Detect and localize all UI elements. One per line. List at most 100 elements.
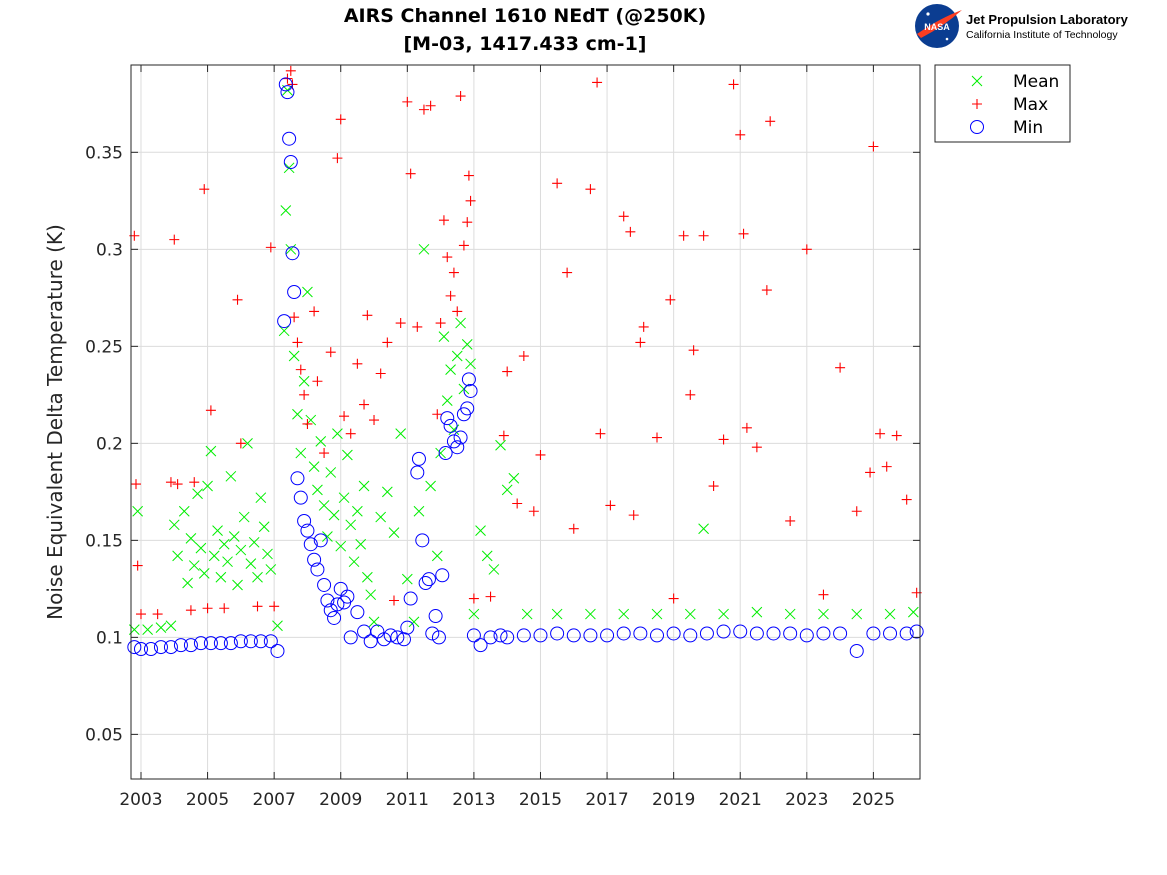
jpl-logo: NASA Jet Propulsion Laboratory Californi… — [915, 4, 1129, 48]
mean-point — [262, 548, 273, 560]
min-point — [415, 533, 430, 548]
min-point — [163, 640, 178, 655]
mean-point — [481, 550, 493, 562]
max-point — [325, 347, 336, 358]
max-point — [452, 306, 463, 317]
max-point — [502, 366, 513, 377]
mean-point — [445, 364, 456, 375]
max-point — [199, 184, 210, 195]
max-point — [868, 141, 879, 152]
min-point — [233, 634, 248, 649]
min-point — [277, 314, 292, 329]
min-point — [633, 626, 648, 641]
mean-point — [718, 608, 729, 620]
mean-point — [395, 428, 407, 439]
min-point — [313, 533, 328, 548]
y-tick-label: 0.35 — [85, 143, 123, 163]
mean-point — [342, 449, 353, 461]
max-point — [435, 318, 446, 329]
max-point — [172, 479, 183, 490]
min-point — [403, 591, 418, 606]
min-point — [500, 630, 515, 645]
mean-point — [208, 550, 220, 562]
mean-point — [431, 550, 443, 562]
mean-point — [362, 571, 373, 583]
mean-point — [488, 564, 500, 575]
max-point — [455, 91, 466, 102]
max-point — [741, 422, 752, 433]
min-point — [411, 451, 426, 466]
min-point — [799, 628, 814, 643]
max-point — [165, 477, 176, 488]
mean-point — [155, 622, 167, 634]
max-point — [232, 294, 243, 305]
min-point — [133, 642, 148, 657]
min-point — [283, 155, 298, 170]
max-point — [801, 244, 812, 255]
min-point — [699, 626, 714, 641]
mean-point — [255, 492, 267, 504]
max-point — [818, 589, 829, 600]
max-point — [568, 523, 579, 534]
min-point — [330, 597, 345, 612]
min-point — [783, 626, 798, 641]
min-point — [280, 85, 295, 100]
min-point — [473, 638, 488, 653]
max-point — [402, 96, 413, 107]
mean-point — [172, 550, 183, 562]
y-tick-label: 0.15 — [85, 531, 123, 551]
mean-point — [198, 567, 210, 579]
min-point — [383, 628, 398, 643]
max-point — [865, 467, 876, 478]
mean-point — [312, 484, 323, 496]
max-point — [625, 226, 636, 237]
legend-marker-mean — [971, 75, 983, 87]
min-point — [390, 630, 405, 645]
min-point — [849, 643, 864, 658]
mean-point — [315, 436, 327, 447]
min-point — [290, 471, 305, 486]
mean-point — [322, 531, 333, 542]
jpl-name: Jet Propulsion Laboratory — [966, 12, 1129, 27]
max-point — [292, 337, 303, 348]
min-point — [493, 628, 508, 643]
series-max — [129, 65, 922, 620]
max-point — [375, 368, 386, 379]
min-point — [425, 626, 440, 641]
min-point — [463, 383, 478, 398]
max-point — [352, 358, 363, 369]
mean-point — [358, 480, 370, 492]
max-point — [628, 510, 639, 521]
min-point — [400, 620, 415, 635]
max-point — [718, 434, 729, 445]
legend-label-max: Max — [1013, 95, 1048, 115]
min-point — [438, 446, 453, 461]
chart-title: AIRS Channel 1610 NEdT (@250K) — [344, 5, 706, 27]
ticks: 2003 2005 2007 2009 2011 2013 2015 2017 2019 2021… — [85, 65, 920, 810]
mean-point — [335, 540, 347, 552]
plot-area — [131, 65, 920, 779]
max-point — [765, 116, 776, 127]
max-point — [891, 430, 902, 441]
min-point — [766, 626, 781, 641]
max-point — [299, 389, 310, 400]
max-point — [295, 364, 306, 375]
min-point — [293, 490, 308, 505]
min-point — [287, 285, 302, 300]
max-point — [169, 234, 180, 245]
mean-point — [884, 608, 896, 620]
max-point — [678, 230, 689, 241]
min-point — [377, 632, 392, 647]
min-point — [343, 630, 358, 645]
max-point — [465, 195, 476, 206]
min-point — [350, 605, 365, 620]
min-point — [443, 418, 458, 433]
legend-marker-min — [970, 120, 984, 134]
min-point — [223, 636, 238, 651]
mean-point — [178, 505, 190, 517]
min-point — [909, 624, 924, 639]
mean-point — [461, 339, 473, 350]
max-point — [418, 104, 429, 115]
mean-point — [248, 536, 260, 548]
min-point — [666, 626, 681, 641]
